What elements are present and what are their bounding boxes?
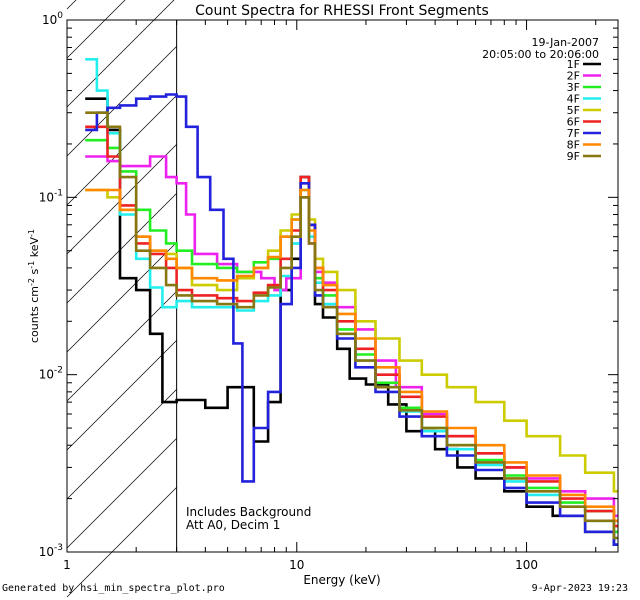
hatch-line [66, 438, 177, 549]
hatch-line [66, 46, 177, 157]
series-line-2F [85, 155, 618, 518]
series-line-9F [85, 111, 618, 540]
hatch-line [66, 0, 175, 108]
legend-label-6F: 6F [567, 116, 580, 129]
annotation-background: Includes Background [186, 505, 311, 519]
chart-title: Count Spectra for RHESSI Front Segments [195, 3, 489, 19]
hatch-line [66, 340, 177, 451]
hatch-line [66, 389, 177, 500]
y-tick-label: 10-1 [39, 188, 63, 204]
y-tick-label: 100 [42, 11, 63, 27]
legend-label-7F: 7F [567, 127, 580, 140]
hatch-line [66, 0, 126, 59]
series-line-6F [85, 125, 618, 528]
y-axis-label: counts cm-2 s-1 keV-1 [27, 229, 41, 343]
series-line-7F [85, 93, 618, 546]
series-line-3F [85, 138, 618, 534]
hatch-line [66, 144, 177, 255]
observation-date: 19-Jan-2007 [532, 36, 600, 49]
legend-label-1F: 1F [567, 58, 580, 71]
x-tick-label: 100 [515, 558, 538, 572]
hatch-line [66, 291, 177, 402]
x-axis-label: Energy (keV) [303, 573, 380, 587]
footer-generator: Generated by hsi_min_spectra_plot.pro [2, 583, 225, 594]
y-tick-label: 10-2 [39, 366, 63, 382]
hatch-line [66, 95, 177, 206]
x-tick-label: 1 [63, 558, 71, 572]
legend-label-4F: 4F [567, 93, 580, 106]
plot-frame [66, 19, 619, 553]
legend-label-9F: 9F [567, 150, 580, 163]
x-tick-label: 10 [289, 558, 304, 572]
legend-label-5F: 5F [567, 104, 580, 117]
excluded-region-hatch [66, 0, 178, 598]
hatch-line [66, 0, 77, 10]
hatch-line [66, 487, 177, 598]
series-lines [85, 58, 618, 546]
series-line-4F [85, 58, 618, 540]
annotation-attenuator: Att A0, Decim 1 [186, 518, 280, 532]
hatch-line [66, 193, 177, 304]
legend-label-2F: 2F [567, 70, 580, 83]
legend-label-8F: 8F [567, 139, 580, 152]
footer-timestamp: 9-Apr-2023 19:23 [531, 583, 628, 594]
observation-time-range: 20:05:00 to 20:06:00 [482, 48, 599, 61]
y-tick-label: 10-3 [39, 543, 63, 559]
hatch-line [66, 242, 177, 353]
axis-ticks: 1 10 100 100 10-1 10-2 10-3 [39, 11, 618, 572]
legend-label-3F: 3F [567, 81, 580, 94]
